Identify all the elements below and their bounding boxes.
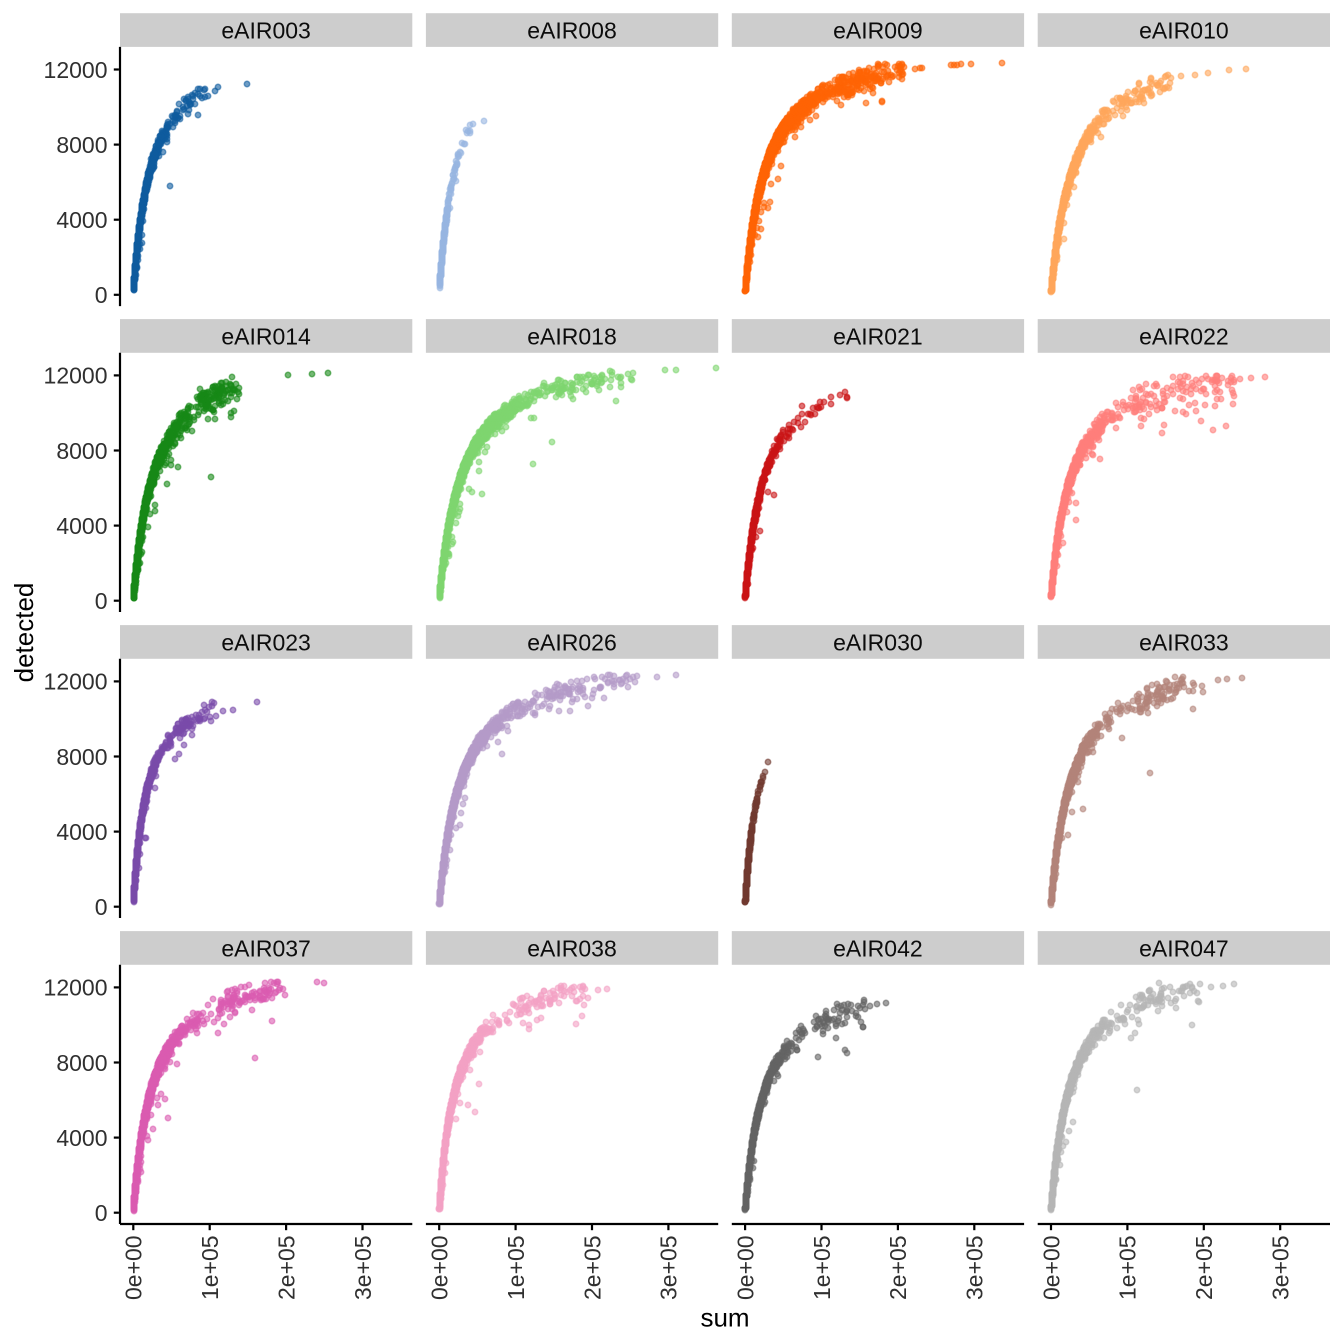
svg-text:12000: 12000 bbox=[44, 669, 108, 695]
svg-text:eAIR023: eAIR023 bbox=[221, 630, 311, 656]
svg-text:2e+05: 2e+05 bbox=[579, 1235, 605, 1300]
svg-text:3e+05: 3e+05 bbox=[962, 1235, 988, 1300]
svg-text:8000: 8000 bbox=[56, 744, 107, 770]
svg-text:eAIR010: eAIR010 bbox=[1139, 18, 1229, 44]
svg-text:eAIR033: eAIR033 bbox=[1139, 630, 1229, 656]
svg-text:0: 0 bbox=[95, 282, 108, 308]
svg-text:4000: 4000 bbox=[56, 1125, 107, 1151]
svg-text:2e+05: 2e+05 bbox=[273, 1235, 299, 1300]
svg-text:0: 0 bbox=[95, 588, 108, 614]
svg-text:4000: 4000 bbox=[56, 819, 107, 845]
svg-text:eAIR022: eAIR022 bbox=[1139, 324, 1229, 350]
svg-text:eAIR042: eAIR042 bbox=[833, 936, 923, 962]
svg-text:sum: sum bbox=[700, 1302, 749, 1332]
svg-text:eAIR008: eAIR008 bbox=[527, 18, 617, 44]
svg-text:0: 0 bbox=[95, 894, 108, 920]
svg-text:4000: 4000 bbox=[56, 513, 107, 539]
svg-text:0: 0 bbox=[95, 1200, 108, 1226]
svg-text:12000: 12000 bbox=[44, 975, 108, 1001]
svg-text:eAIR047: eAIR047 bbox=[1139, 936, 1229, 962]
svg-text:1e+05: 1e+05 bbox=[197, 1235, 223, 1300]
svg-text:1e+05: 1e+05 bbox=[1115, 1235, 1141, 1300]
svg-text:0e+00: 0e+00 bbox=[121, 1235, 147, 1300]
svg-text:8000: 8000 bbox=[56, 438, 107, 464]
svg-text:eAIR018: eAIR018 bbox=[527, 324, 617, 350]
svg-text:0e+00: 0e+00 bbox=[1038, 1235, 1064, 1300]
svg-text:2e+05: 2e+05 bbox=[885, 1235, 911, 1300]
svg-text:2e+05: 2e+05 bbox=[1191, 1235, 1217, 1300]
svg-text:eAIR009: eAIR009 bbox=[833, 18, 923, 44]
svg-text:12000: 12000 bbox=[44, 363, 108, 389]
svg-text:eAIR026: eAIR026 bbox=[527, 630, 617, 656]
svg-text:3e+05: 3e+05 bbox=[1268, 1235, 1294, 1300]
svg-text:eAIR003: eAIR003 bbox=[221, 18, 311, 44]
svg-text:8000: 8000 bbox=[56, 1050, 107, 1076]
svg-text:eAIR030: eAIR030 bbox=[833, 630, 923, 656]
svg-text:3e+05: 3e+05 bbox=[350, 1235, 376, 1300]
svg-text:3e+05: 3e+05 bbox=[656, 1235, 682, 1300]
svg-text:detected: detected bbox=[9, 583, 39, 683]
svg-text:eAIR037: eAIR037 bbox=[221, 936, 311, 962]
svg-text:12000: 12000 bbox=[44, 57, 108, 83]
svg-text:0e+00: 0e+00 bbox=[427, 1235, 453, 1300]
svg-text:eAIR014: eAIR014 bbox=[221, 324, 311, 350]
svg-text:eAIR038: eAIR038 bbox=[527, 936, 617, 962]
svg-text:1e+05: 1e+05 bbox=[503, 1235, 529, 1300]
svg-text:4000: 4000 bbox=[56, 207, 107, 233]
svg-text:1e+05: 1e+05 bbox=[809, 1235, 835, 1300]
svg-text:8000: 8000 bbox=[56, 132, 107, 158]
svg-text:eAIR021: eAIR021 bbox=[833, 324, 923, 350]
svg-text:0e+00: 0e+00 bbox=[732, 1235, 758, 1300]
